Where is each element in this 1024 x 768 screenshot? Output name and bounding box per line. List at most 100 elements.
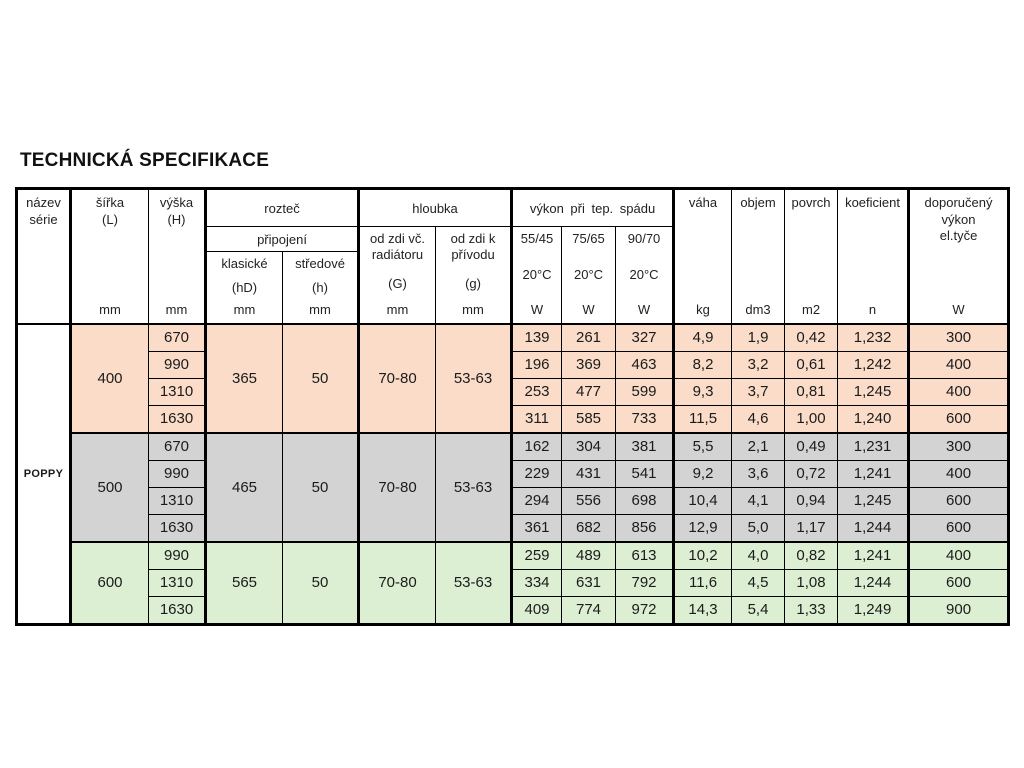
cell-povrch: 1,17 bbox=[784, 513, 839, 542]
header-vyska: výška (H) mm bbox=[148, 188, 207, 324]
cell-hloubka-G: 70-80 bbox=[358, 322, 436, 433]
cell-koeficient: 1,240 bbox=[837, 404, 911, 433]
cell-objem: 2,1 bbox=[731, 431, 786, 461]
cell-povrch: 0,81 bbox=[784, 377, 839, 406]
page-title: TECHNICKÁ SPECIFIKACE bbox=[20, 150, 270, 171]
cell-w5545: 259 bbox=[511, 540, 563, 570]
cell-vyska: 670 bbox=[148, 431, 207, 461]
cell-hloubka-G: 70-80 bbox=[358, 540, 436, 625]
cell-vaha: 4,9 bbox=[673, 322, 733, 352]
cell-objem: 3,6 bbox=[731, 459, 786, 488]
header-sirka: šířka (L) mm bbox=[70, 188, 149, 324]
cell-objem: 3,7 bbox=[731, 377, 786, 406]
cell-w5545: 311 bbox=[511, 404, 563, 433]
table-row: 600 990 565 50 70-80 53-63 259 489 613 1… bbox=[17, 540, 1010, 625]
cell-w9070: 599 bbox=[615, 377, 676, 406]
cell-roztec-stredove: 50 bbox=[282, 540, 360, 625]
table-row: 1630 409 774 972 14,3 5,4 1,33 1,249 900 bbox=[17, 595, 1010, 625]
table-row: 1310 294 556 698 10,4 4,1 0,94 1,245 600 bbox=[17, 486, 1010, 515]
header-koeficient: koeficient n bbox=[837, 188, 911, 324]
cell-povrch: 0,94 bbox=[784, 486, 839, 515]
cell-koeficient: 1,241 bbox=[837, 459, 911, 488]
cell-doporuceny: 600 bbox=[908, 486, 1010, 515]
cell-povrch: 1,00 bbox=[784, 404, 839, 433]
header-tep-55-45: 55/45 20°C W bbox=[511, 226, 563, 324]
header-hloubka: hloubka bbox=[357, 188, 514, 227]
cell-vyska: 1630 bbox=[148, 513, 207, 542]
cell-w5545: 162 bbox=[511, 431, 563, 461]
cell-w9070: 327 bbox=[615, 322, 676, 352]
cell-w5545: 294 bbox=[511, 486, 563, 515]
cell-sirka: 500 bbox=[70, 431, 149, 542]
cell-koeficient: 1,241 bbox=[837, 540, 911, 570]
cell-w9070: 613 bbox=[615, 540, 676, 570]
cell-w9070: 972 bbox=[615, 595, 676, 625]
cell-w5545: 196 bbox=[511, 350, 563, 379]
cell-w7565: 556 bbox=[561, 486, 617, 515]
cell-w7565: 369 bbox=[561, 350, 617, 379]
cell-roztec-stredove: 50 bbox=[282, 322, 360, 433]
cell-w9070: 856 bbox=[615, 513, 676, 542]
series-name-cell: POPPY bbox=[16, 322, 72, 625]
cell-povrch: 0,42 bbox=[784, 322, 839, 352]
cell-roztec-klasicke: 465 bbox=[205, 431, 283, 542]
cell-w9070: 463 bbox=[615, 350, 676, 379]
cell-w7565: 304 bbox=[561, 431, 617, 461]
cell-roztec-klasicke: 565 bbox=[205, 540, 283, 625]
cell-w5545: 229 bbox=[511, 459, 563, 488]
cell-sirka: 600 bbox=[70, 540, 149, 625]
cell-hloubka-g: 53-63 bbox=[434, 322, 514, 433]
cell-koeficient: 1,232 bbox=[837, 322, 911, 352]
cell-doporuceny: 600 bbox=[908, 404, 1010, 433]
table-row: 1310 334 631 792 11,6 4,5 1,08 1,244 600 bbox=[17, 568, 1010, 597]
cell-doporuceny: 400 bbox=[908, 459, 1010, 488]
cell-sirka: 400 bbox=[70, 322, 149, 433]
cell-w9070: 792 bbox=[615, 568, 676, 597]
header-doporuceny-vykon: doporučený výkon el.tyče W bbox=[908, 188, 1010, 324]
header-vykon: výkon při tep. spádu bbox=[511, 188, 676, 227]
cell-vaha: 9,2 bbox=[673, 459, 733, 488]
cell-vaha: 5,5 bbox=[673, 431, 733, 461]
header-klasicke: klasické (hD) mm bbox=[205, 251, 283, 324]
header-povrch: povrch m2 bbox=[784, 188, 839, 324]
cell-doporuceny: 300 bbox=[908, 322, 1010, 352]
cell-objem: 1,9 bbox=[731, 322, 786, 352]
cell-w9070: 733 bbox=[615, 404, 676, 433]
header-roztec: rozteč bbox=[205, 188, 360, 227]
cell-koeficient: 1,245 bbox=[837, 486, 911, 515]
cell-vaha: 10,2 bbox=[673, 540, 733, 570]
cell-povrch: 0,82 bbox=[784, 540, 839, 570]
cell-w5545: 409 bbox=[511, 595, 563, 625]
cell-w9070: 541 bbox=[615, 459, 676, 488]
cell-doporuceny: 400 bbox=[908, 377, 1010, 406]
cell-vyska: 1630 bbox=[148, 595, 207, 625]
cell-vyska: 990 bbox=[148, 350, 207, 379]
cell-w7565: 631 bbox=[561, 568, 617, 597]
cell-w5545: 334 bbox=[511, 568, 563, 597]
cell-povrch: 0,61 bbox=[784, 350, 839, 379]
header-stredove: středové (h) mm bbox=[282, 251, 360, 324]
cell-hloubka-G: 70-80 bbox=[358, 431, 436, 542]
cell-w7565: 489 bbox=[561, 540, 617, 570]
header-pripojeni: připojení bbox=[205, 226, 360, 252]
cell-koeficient: 1,244 bbox=[837, 568, 911, 597]
cell-povrch: 1,08 bbox=[784, 568, 839, 597]
cell-vyska: 1310 bbox=[148, 377, 207, 406]
cell-objem: 5,0 bbox=[731, 513, 786, 542]
cell-roztec-klasicke: 365 bbox=[205, 322, 283, 433]
cell-w9070: 381 bbox=[615, 431, 676, 461]
cell-doporuceny: 900 bbox=[908, 595, 1010, 625]
cell-w7565: 431 bbox=[561, 459, 617, 488]
cell-vaha: 11,6 bbox=[673, 568, 733, 597]
cell-w7565: 682 bbox=[561, 513, 617, 542]
table-row: 1630 311 585 733 11,5 4,6 1,00 1,240 600 bbox=[17, 404, 1010, 433]
cell-vaha: 14,3 bbox=[673, 595, 733, 625]
cell-povrch: 1,33 bbox=[784, 595, 839, 625]
cell-objem: 4,5 bbox=[731, 568, 786, 597]
spec-table: název série šířka (L) mm výška (H) mm rozt… bbox=[15, 187, 1011, 626]
cell-w5545: 139 bbox=[511, 322, 563, 352]
cell-w9070: 698 bbox=[615, 486, 676, 515]
cell-hloubka-g: 53-63 bbox=[434, 540, 514, 625]
cell-vaha: 11,5 bbox=[673, 404, 733, 433]
cell-vyska: 1630 bbox=[148, 404, 207, 433]
